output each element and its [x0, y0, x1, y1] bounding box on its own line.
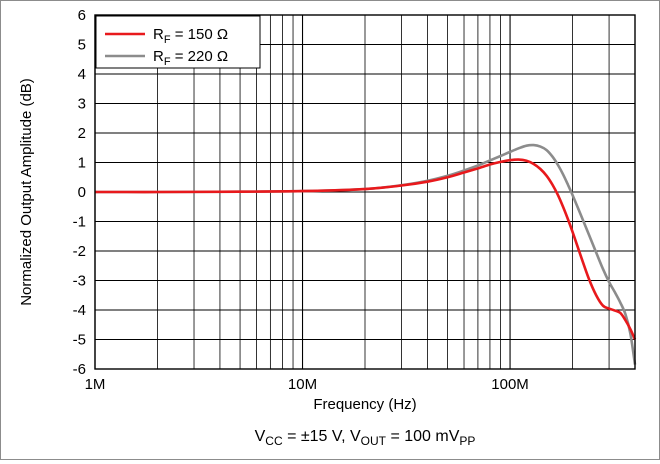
plot-border [94, 14, 636, 370]
legend-label-rf-220: RF = 220 Ω [153, 48, 228, 68]
x-tick-label: 1M [85, 376, 106, 393]
series-lines [94, 143, 637, 365]
y-tick-label: 2 [78, 125, 86, 142]
series-line-0 [94, 158, 637, 341]
y-tick-label: -4 [73, 302, 86, 319]
y-tick-label: 4 [78, 66, 86, 83]
y-tick-label: 6 [78, 7, 86, 24]
legend: RF = 150 Ω RF = 220 Ω [95, 15, 261, 69]
y-tick-label: -1 [73, 214, 86, 231]
x-tick-label: 100M [491, 376, 529, 393]
x-tick-label: 10M [288, 376, 317, 393]
y-tick-label: -5 [73, 332, 86, 349]
legend-label-rf-150: RF = 150 Ω [153, 26, 228, 46]
y-tick-label: 0 [78, 184, 86, 201]
y-tick-label: 5 [78, 37, 86, 54]
legend-box [95, 15, 261, 69]
tick-labels: -6 -5 -4 -3 -2 -1 0 1 2 3 4 5 6 1M 10M 100M [73, 7, 529, 393]
y-tick-label: 3 [78, 96, 86, 113]
x-axis-label: Frequency (Hz) [313, 396, 416, 413]
y-tick-label: 1 [78, 155, 86, 172]
y-tick-label: -6 [73, 361, 86, 378]
y-tick-label: -3 [73, 273, 86, 290]
test-conditions-caption: VCC = ±15 V, VOUT = 100 mVPP [255, 428, 476, 448]
y-tick-label: -2 [73, 243, 86, 260]
y-axis-label: Normalized Output Amplitude (dB) [18, 78, 35, 306]
